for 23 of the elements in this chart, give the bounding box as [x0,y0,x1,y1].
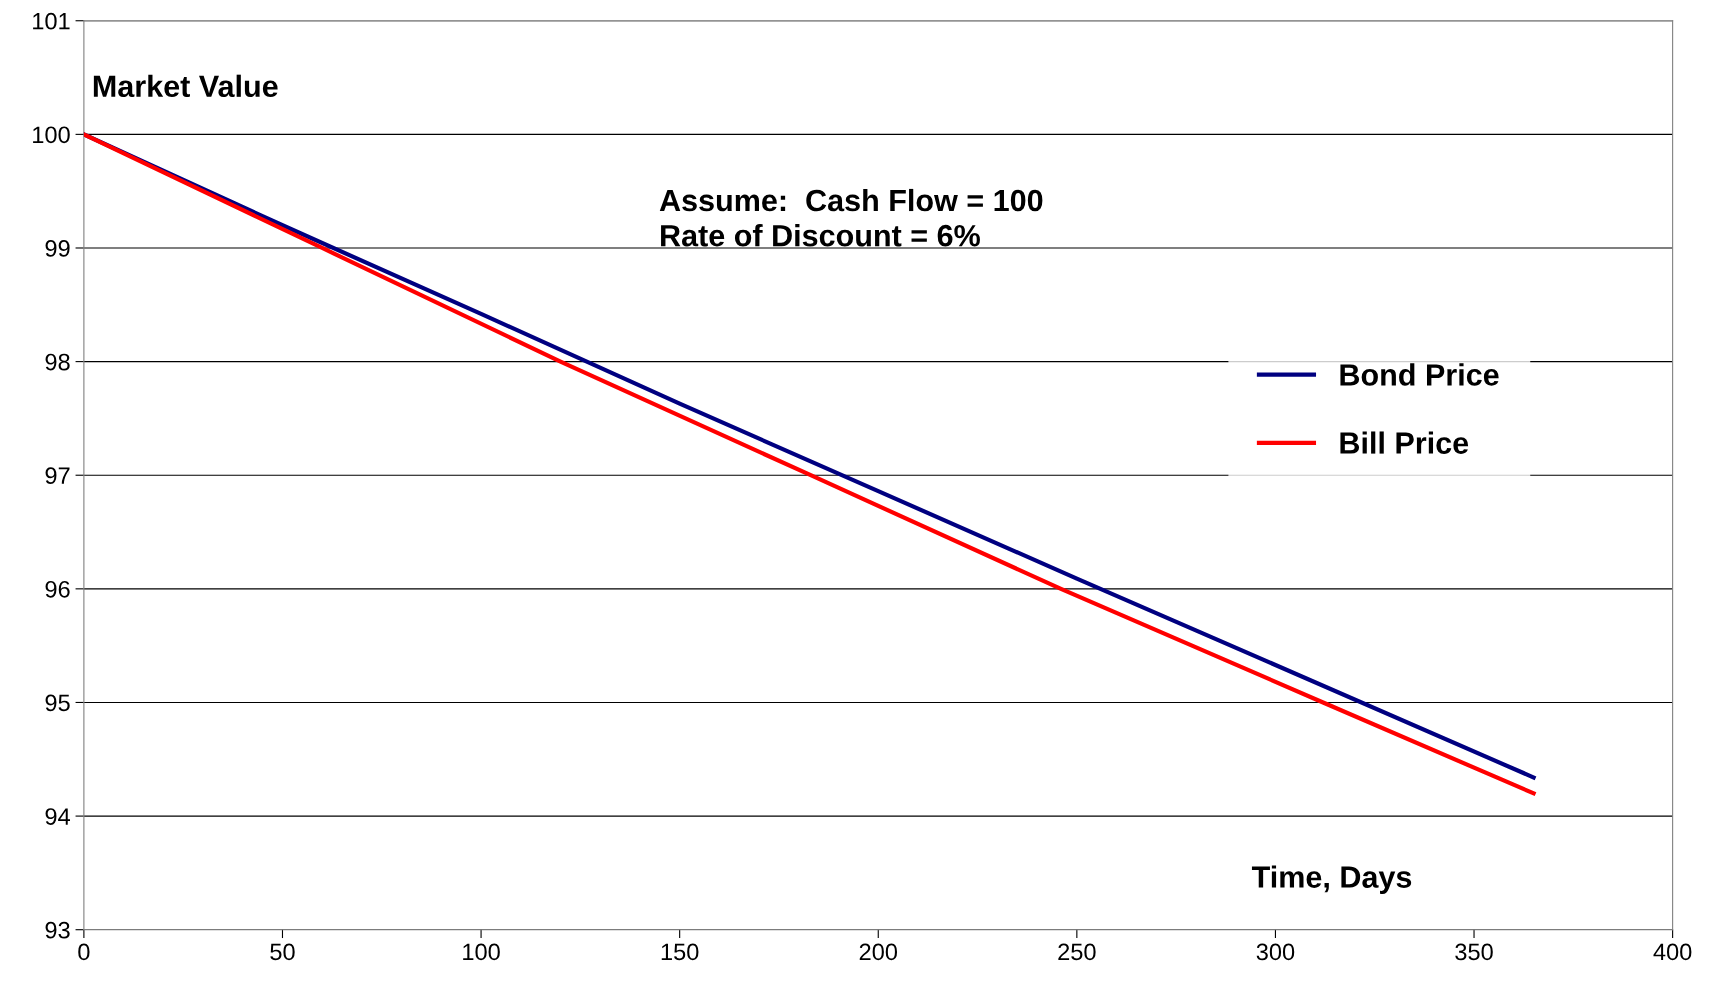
x-tick-label: 100 [463,943,500,961]
legend-label: Bill Price [1340,431,1469,454]
y-axis-title: Market Value [93,74,278,98]
x-axis-title: Time, Days [1251,865,1412,894]
legend-label: Bond Price [1340,363,1499,386]
y-tick-label: 100 [33,126,70,144]
y-tick-label: 97 [45,467,70,485]
x-tick-label: 0 [78,943,90,961]
x-tick-label: 250 [1058,943,1096,961]
x-tick-label: 200 [859,943,898,961]
x-tick-label: 350 [1455,943,1493,961]
y-tick-label: 99 [45,240,70,257]
annotation: Assume: Cash Flow = 100 Rate of Discount = 6% [659,188,1043,247]
x-tick-label: 150 [661,943,699,961]
x-tick-label: 50 [270,943,295,961]
y-tick-label: 95 [45,694,70,712]
y-tick-label: 94 [45,808,71,825]
x-tick-label: 400 [1653,943,1692,961]
x-tick-label: 300 [1256,943,1295,961]
y-tick-label: 96 [45,580,70,598]
y-tick-label: 101 [33,12,70,30]
y-tick-label: 98 [45,353,70,371]
y-tick-label: 93 [45,921,70,939]
